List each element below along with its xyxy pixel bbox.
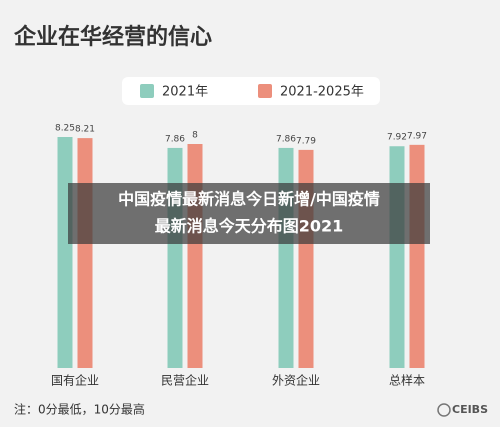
bar [187, 144, 203, 368]
x-tick-label: 外资企业 [272, 373, 320, 388]
bar [57, 137, 73, 368]
overlay-line: 中国疫情最新消息今日新增/中国疫情 [118, 190, 380, 209]
legend-label: 2021-2025年 [280, 85, 364, 100]
bar [167, 147, 183, 368]
value-label: 7.97 [407, 131, 427, 141]
value-label: 8.21 [75, 125, 95, 135]
legend-swatch [140, 84, 154, 98]
legend-label: 2021年 [162, 85, 208, 100]
overlay-banner [68, 183, 430, 244]
x-tick-label: 国有企业 [51, 373, 99, 388]
value-label: 7.86 [165, 134, 185, 144]
bar [298, 149, 314, 368]
value-label: 8 [192, 131, 198, 141]
x-tick-label: 民营企业 [161, 373, 209, 388]
legend-box [122, 77, 380, 105]
value-label: 7.86 [276, 134, 296, 144]
value-label: 8.25 [55, 124, 75, 134]
note: 注：0分最低，10分最高 [14, 402, 145, 417]
bar [77, 138, 93, 368]
logo: CEIBS [452, 403, 488, 416]
logo-icon [437, 403, 451, 417]
value-label: 7.92 [387, 133, 407, 143]
chart-title: 企业在华经营的信心 [13, 24, 212, 50]
value-label: 7.79 [296, 136, 316, 146]
overlay-line: 最新消息今天分布图2021 [155, 217, 344, 236]
bar [389, 146, 405, 368]
x-tick-label: 总样本 [389, 373, 425, 388]
bar [409, 144, 425, 368]
bar [278, 147, 294, 368]
legend-swatch [258, 84, 272, 98]
